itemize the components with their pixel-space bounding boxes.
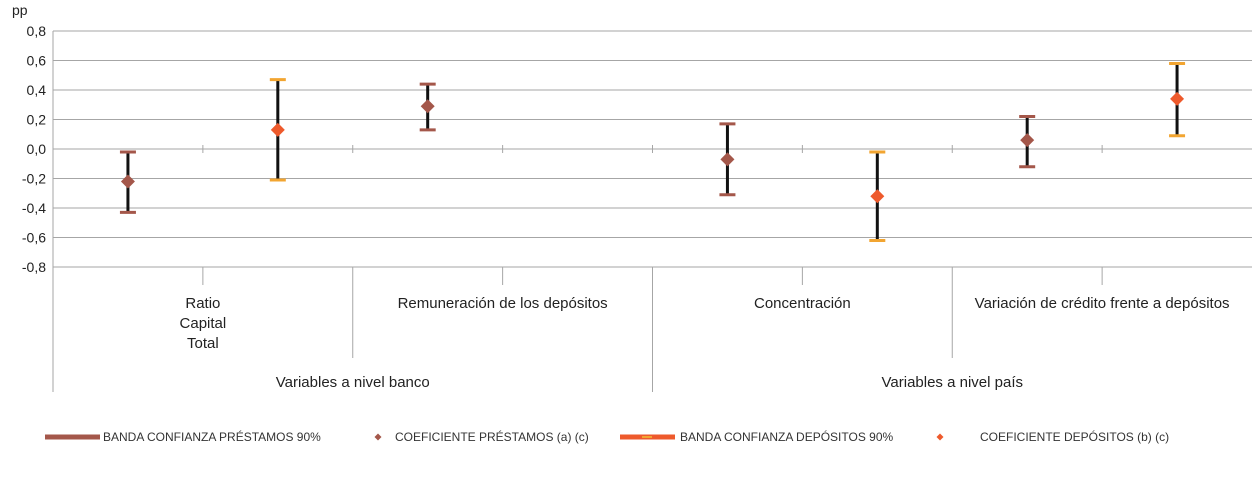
legend-swatch-accent [642, 436, 652, 438]
y-unit-label: pp [12, 2, 28, 18]
y-tick-label: -0,6 [22, 230, 46, 246]
category-label: Concentración [754, 295, 851, 312]
legend-marker [374, 433, 382, 441]
y-tick-label: 0,6 [27, 53, 47, 69]
y-tick-label: -0,8 [22, 259, 46, 275]
legend-label: COEFICIENTE PRÉSTAMOS (a) (c) [395, 429, 589, 444]
legend-label: BANDA CONFIANZA PRÉSTAMOS 90% [103, 429, 321, 444]
coefficient-marker [1170, 91, 1185, 106]
y-tick-label: 0,4 [27, 82, 47, 98]
legend-marker [936, 433, 944, 441]
y-tick-label: 0,8 [27, 23, 47, 39]
coefficient-marker [870, 189, 885, 204]
y-axis-ticks: pp 0,8 0,6 0,4 0,2 0,0 -0,2 -0,4 -0,6 -0,8 [12, 2, 46, 275]
category-label: Capital [180, 315, 227, 332]
legend: BANDA CONFIANZA PRÉSTAMOS 90% COEFICIENTE… [45, 429, 1169, 444]
category-label: Total [187, 335, 219, 352]
coefficient-marker [120, 174, 135, 189]
y-tick-label: 0,2 [27, 112, 47, 128]
y-tick-label: 0,0 [27, 141, 47, 157]
coefficient-marker [420, 99, 435, 114]
legend-swatch [45, 434, 100, 440]
legend-label: COEFICIENTE DEPÓSITOS (b) (c) [980, 429, 1169, 444]
coefficient-marker [720, 152, 735, 167]
category-label: Variación de crédito frente a depósitos [975, 295, 1230, 312]
category-axis: Ratio Capital Total Remuneración de los dep… [52, 31, 1252, 392]
coefficient-marker [270, 122, 285, 137]
grid-lines [53, 30, 1252, 268]
y-tick-label: -0,4 [22, 200, 46, 216]
data-marks [119, 61, 1186, 242]
group-label: Variables a nivel país [882, 374, 1023, 391]
category-label: Remuneración de los depósitos [398, 295, 608, 312]
legend-label: BANDA CONFIANZA DEPÓSITOS 90% [680, 429, 894, 444]
y-tick-label: -0,2 [22, 171, 46, 187]
coefficient-marker [1020, 133, 1035, 148]
category-label: Ratio [185, 295, 220, 312]
group-label: Variables a nivel banco [276, 374, 430, 391]
